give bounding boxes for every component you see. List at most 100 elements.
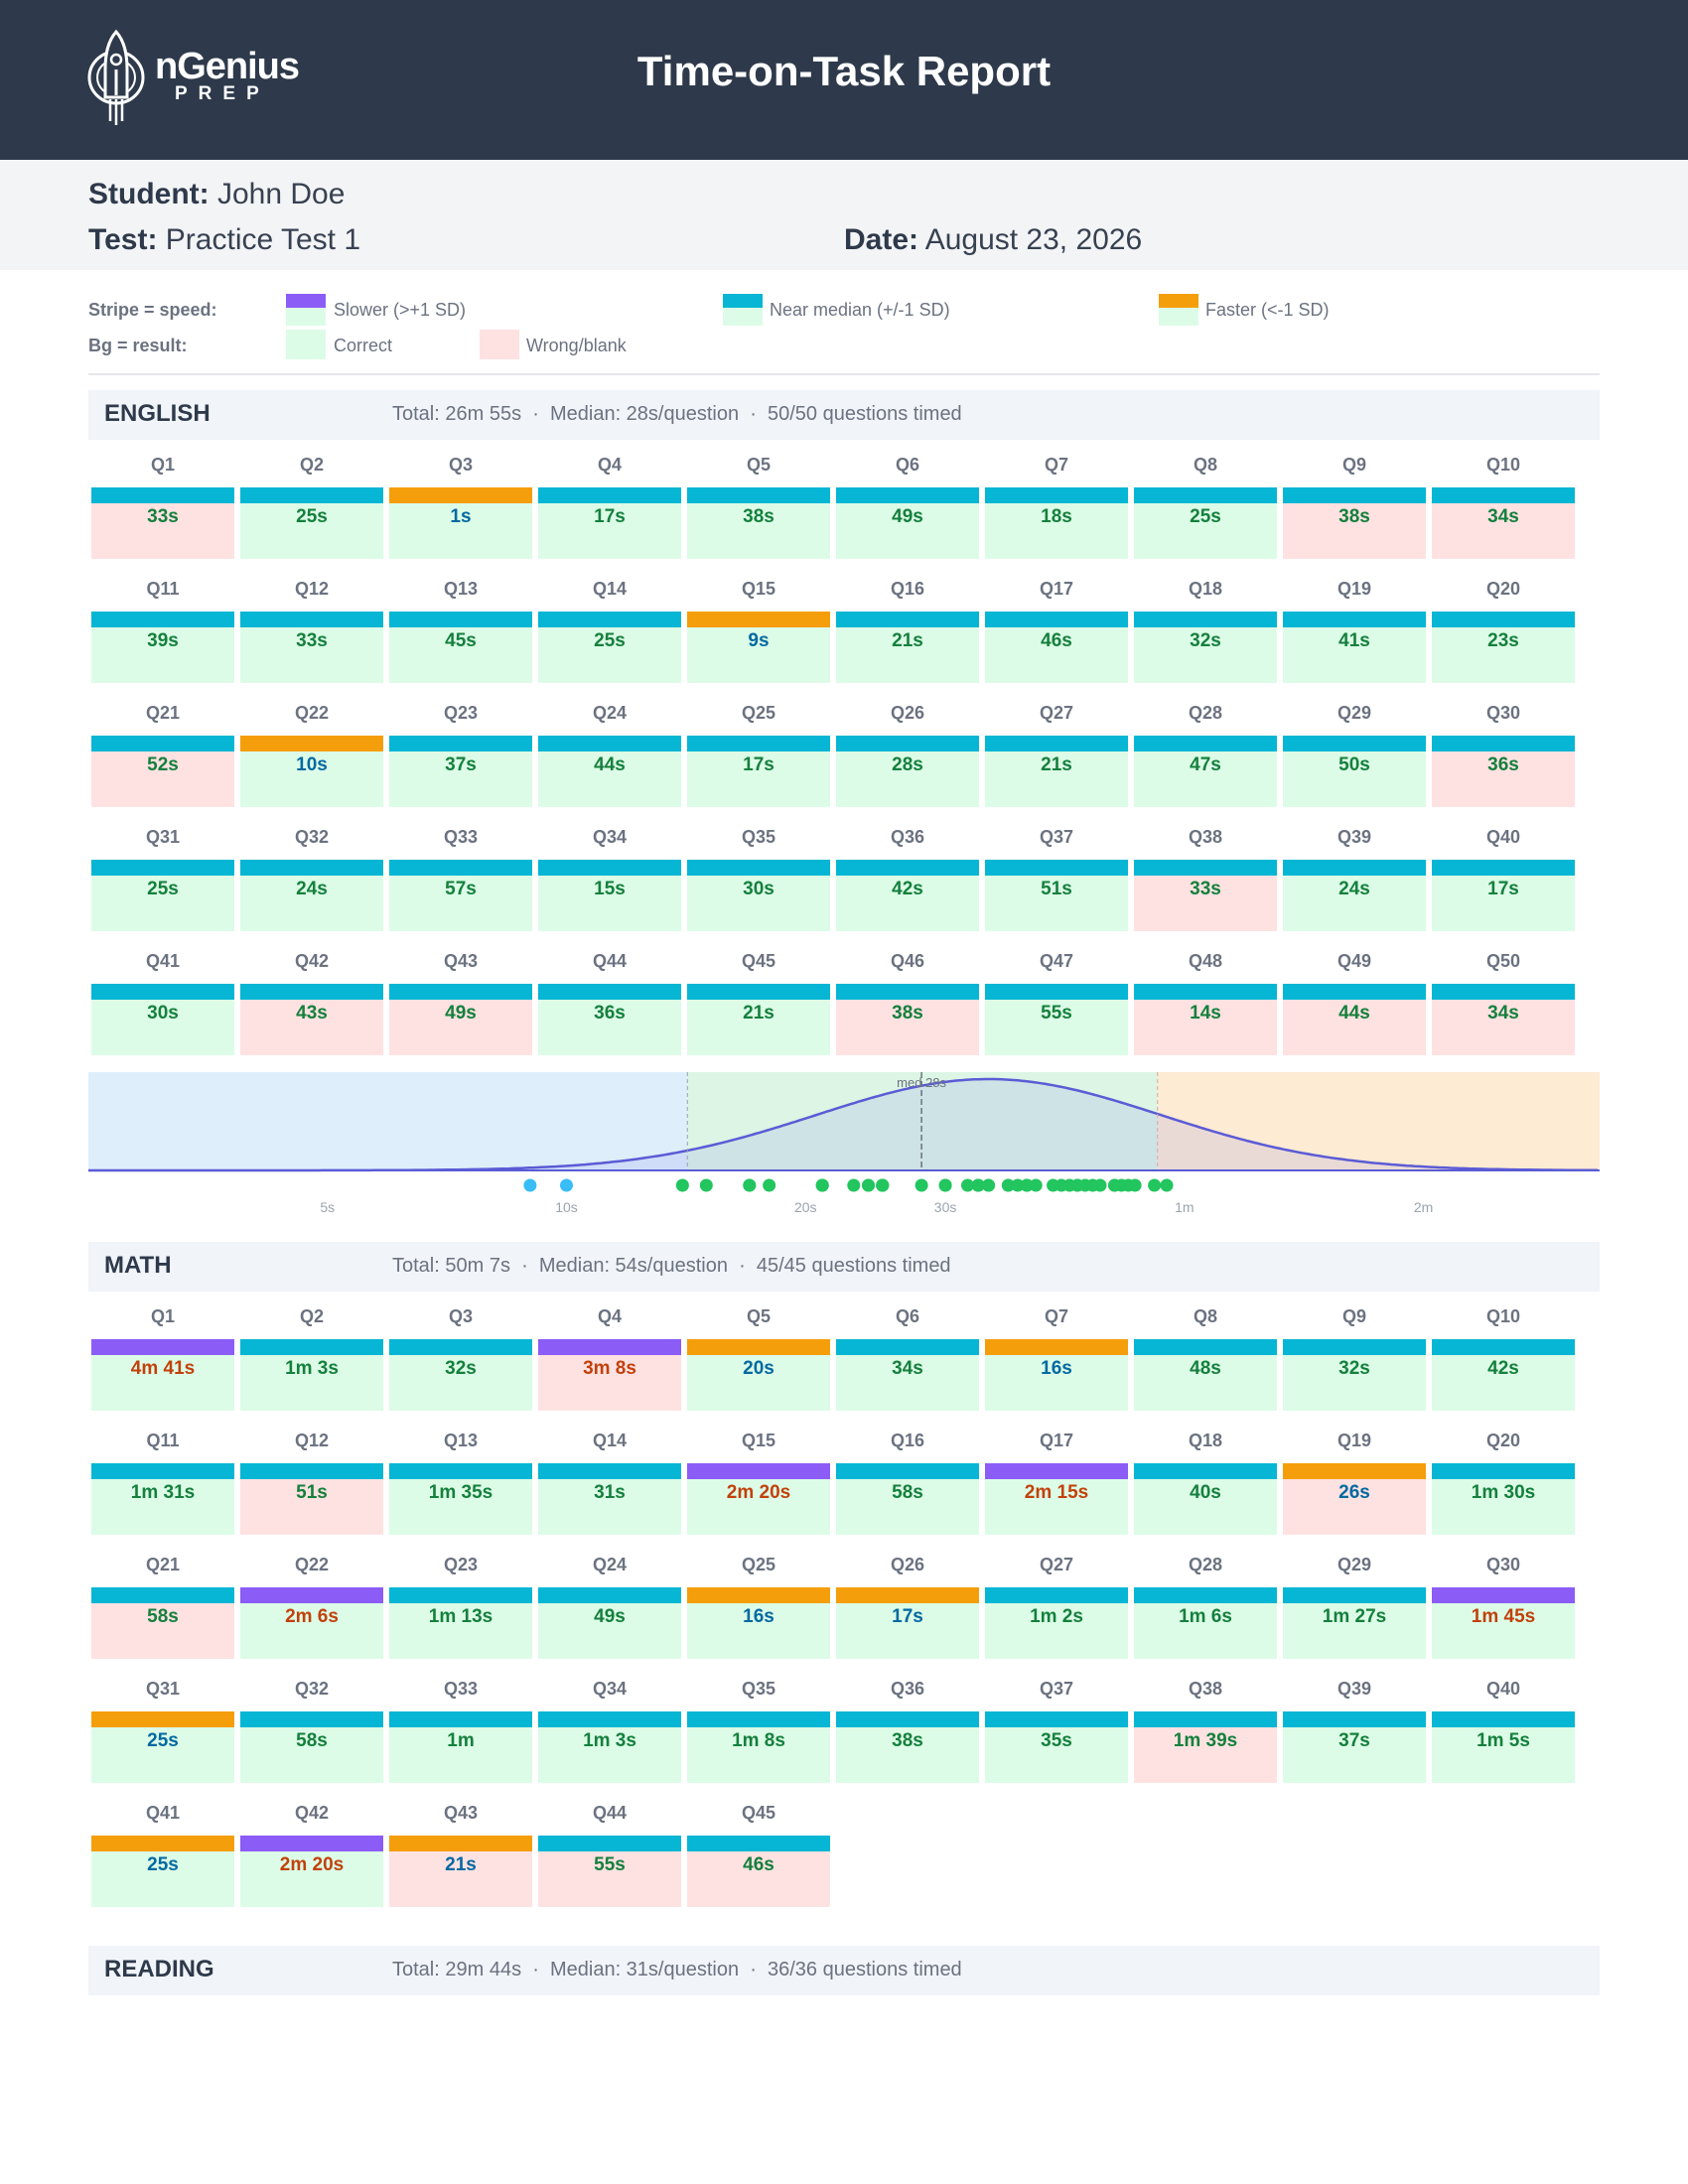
question-number: Q12	[294, 579, 330, 599]
near-point	[914, 1178, 928, 1192]
x-tick-label: 5s	[320, 1199, 335, 1215]
question-cell: Q4 3m 8s	[538, 1306, 681, 1428]
speed-stripe	[240, 984, 383, 1000]
question-cell: Q30 36s	[1432, 703, 1575, 824]
question-time: 49s	[892, 506, 923, 527]
question-number: Q15	[741, 579, 776, 599]
question-time: 42s	[892, 879, 923, 899]
question-cell: Q39 24s	[1283, 827, 1426, 948]
question-number: Q31	[145, 827, 181, 847]
question-time: 1m 27s	[1322, 1606, 1387, 1627]
near-point	[1128, 1178, 1142, 1192]
question-time: 34s	[1487, 506, 1519, 527]
question-number: Q38	[1188, 827, 1223, 847]
question-cell: Q19 26s	[1283, 1431, 1426, 1552]
legend-slower-text: Slower (>+1 SD)	[334, 300, 467, 320]
question-time: 37s	[445, 754, 477, 775]
result-background	[985, 1727, 1128, 1783]
result-background	[836, 1355, 979, 1411]
speed-stripe	[687, 612, 830, 627]
question-cell: Q14 25s	[538, 579, 681, 700]
near-point	[960, 1178, 974, 1192]
result-background	[91, 627, 234, 683]
result-background	[1134, 1479, 1277, 1535]
question-cell: Q41 25s	[91, 1803, 234, 1924]
near-band	[687, 1072, 1158, 1170]
question-number: Q41	[145, 951, 181, 971]
question-cell: Q48 14s	[1134, 951, 1277, 1072]
question-number: Q42	[294, 1803, 330, 1823]
question-cell: Q31 25s	[91, 1679, 234, 1800]
question-number: Q21	[145, 703, 181, 723]
question-cell: Q44 36s	[538, 951, 681, 1072]
question-number: Q3	[448, 1306, 473, 1326]
speed-stripe	[836, 1463, 979, 1479]
result-background	[1134, 1727, 1277, 1783]
speed-stripe	[687, 1711, 830, 1727]
question-time: 21s	[743, 1003, 774, 1024]
question-number: Q7	[1044, 1306, 1068, 1326]
speed-stripe	[1283, 1711, 1426, 1727]
question-cell: Q15 2m 20s	[687, 1431, 830, 1552]
speed-stripe	[1432, 1339, 1575, 1355]
question-number: Q7	[1044, 455, 1068, 475]
question-cell: Q27 1m 2s	[985, 1555, 1128, 1676]
question-cell: Q17 2m 15s	[985, 1431, 1128, 1552]
question-number: Q27	[1039, 703, 1074, 723]
question-cell: Q18 40s	[1134, 1431, 1277, 1552]
result-background	[1283, 1727, 1426, 1783]
result-background	[836, 876, 979, 931]
result-background	[389, 1727, 532, 1783]
question-cell: Q38 1m 39s	[1134, 1679, 1277, 1800]
speed-stripe	[1283, 487, 1426, 503]
speed-stripe	[1134, 1711, 1277, 1727]
speed-stripe	[389, 1836, 532, 1851]
question-time: 24s	[1338, 879, 1370, 899]
speed-stripe	[985, 860, 1128, 876]
question-cell: Q10 42s	[1432, 1306, 1575, 1428]
question-number: Q8	[1193, 455, 1217, 475]
question-time: 47s	[1190, 754, 1221, 775]
result-background	[389, 1851, 532, 1907]
section-header-english: ENGLISH Total: 26m 55s · Median: 28s/que…	[88, 390, 1600, 440]
speed-stripe	[1432, 1711, 1575, 1727]
question-time: 18s	[1041, 506, 1072, 527]
question-number: Q45	[741, 1803, 776, 1823]
question-cell: Q1 33s	[91, 455, 234, 576]
question-number: Q22	[294, 1555, 330, 1574]
question-cell: Q23 37s	[389, 703, 532, 824]
question-number: Q1	[150, 455, 175, 475]
question-time: 17s	[743, 754, 774, 775]
question-number: Q32	[294, 827, 330, 847]
speed-stripe	[1432, 487, 1575, 503]
speed-stripe	[985, 1463, 1128, 1479]
question-number: Q40	[1485, 1679, 1521, 1699]
speed-stripe	[1134, 1339, 1277, 1355]
logo-wordmark: nGenius PREP	[155, 46, 300, 104]
speed-stripe	[1134, 612, 1277, 627]
question-time: 25s	[296, 506, 328, 527]
result-background	[538, 876, 681, 931]
question-cell: Q13 1m 35s	[389, 1431, 532, 1552]
speed-stripe	[538, 860, 681, 876]
result-background	[985, 1000, 1128, 1055]
question-time: 2m 6s	[285, 1606, 339, 1627]
speed-stripe	[687, 1587, 830, 1603]
question-number: Q25	[741, 703, 776, 723]
near-point	[675, 1178, 689, 1192]
question-number: Q28	[1188, 1555, 1223, 1574]
question-cell: Q22 10s	[240, 703, 383, 824]
speed-stripe	[91, 612, 234, 627]
question-number: Q24	[592, 703, 628, 723]
question-number: Q48	[1188, 951, 1223, 971]
test-line: Test: Practice Test 1	[88, 223, 360, 256]
result-background	[538, 1355, 681, 1411]
question-number: Q34	[592, 1679, 628, 1699]
question-time: 31s	[594, 1482, 626, 1503]
question-number: Q38	[1188, 1679, 1223, 1699]
student-info: Student: John Doe Test: Practice Test 1 …	[0, 160, 1688, 270]
section-stats: Total: 29m 44s · Median: 31s/question · …	[392, 1959, 962, 1980]
result-background	[538, 1851, 681, 1907]
question-time: 1s	[450, 506, 472, 527]
result-background	[91, 503, 234, 559]
